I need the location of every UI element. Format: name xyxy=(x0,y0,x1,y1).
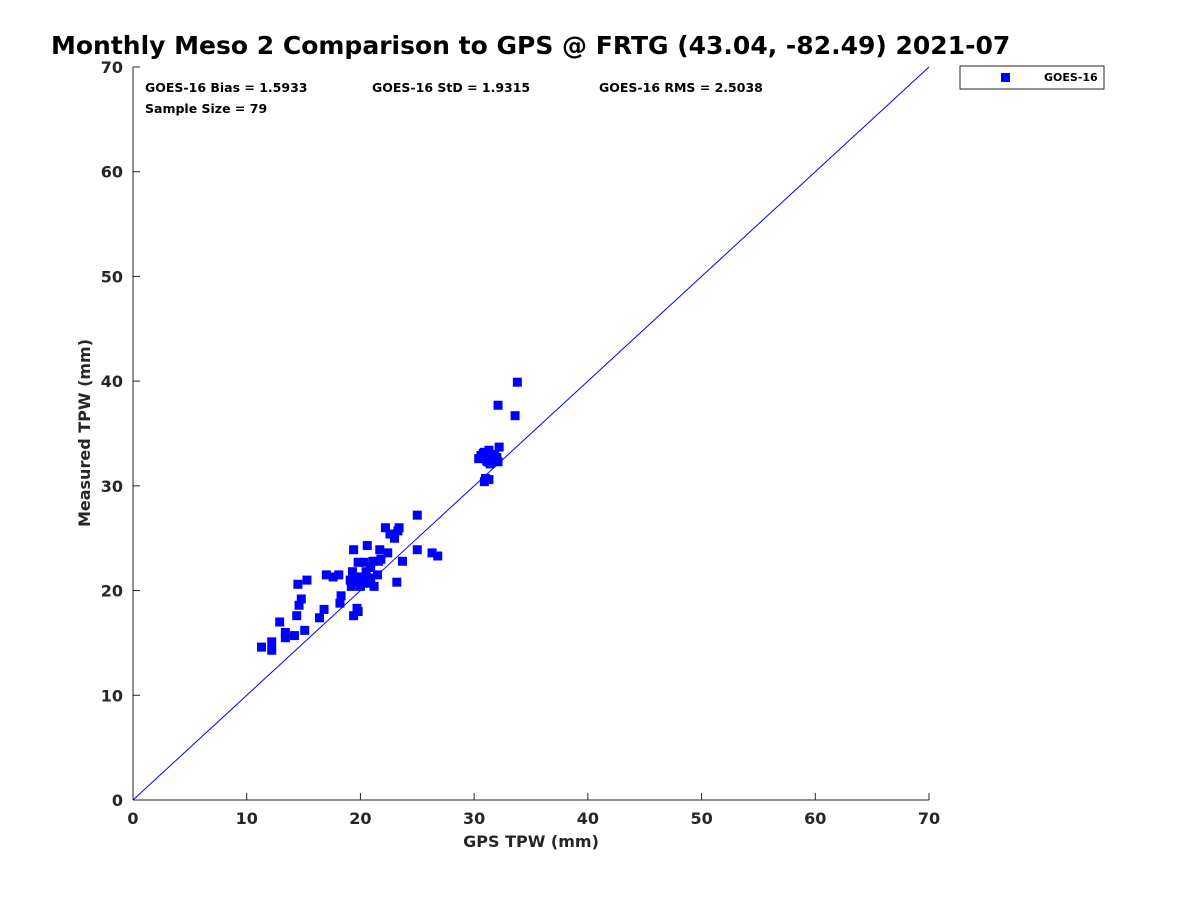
data-points-goes-16 xyxy=(256,377,522,655)
data-point xyxy=(362,541,372,551)
rms-stat: GOES-16 RMS = 2.5038 xyxy=(599,80,763,95)
legend-box xyxy=(959,65,1105,90)
data-point xyxy=(484,475,494,485)
data-point xyxy=(484,445,494,455)
y-tick-label: 20 xyxy=(101,582,123,601)
data-point xyxy=(351,572,361,582)
one-to-one-reference-line xyxy=(132,66,930,801)
data-point xyxy=(510,411,520,421)
sample-size-stat: Sample Size = 79 xyxy=(145,101,267,116)
chart-title: Monthly Meso 2 Comparison to GPS @ FRTG … xyxy=(51,31,1010,60)
data-point xyxy=(385,529,395,539)
std-stat: GOES-16 StD = 1.9315 xyxy=(372,80,530,95)
data-point xyxy=(392,577,402,587)
data-point xyxy=(375,545,385,555)
data-point xyxy=(335,598,345,608)
data-point xyxy=(512,377,522,387)
data-point xyxy=(293,579,303,589)
data-point xyxy=(380,523,390,533)
x-tick-label: 10 xyxy=(236,809,258,828)
data-point xyxy=(494,442,504,452)
data-point xyxy=(412,545,422,555)
data-point xyxy=(347,567,357,577)
data-point xyxy=(334,570,344,580)
data-point xyxy=(353,607,363,617)
bias-stat: GOES-16 Bias = 1.5933 xyxy=(145,80,307,95)
data-point xyxy=(289,631,299,641)
data-point xyxy=(267,645,277,655)
y-tick-label: 30 xyxy=(101,477,123,496)
x-tick-label: 60 xyxy=(804,809,826,828)
data-point xyxy=(357,572,367,582)
x-axis-label: GPS TPW (mm) xyxy=(463,832,599,851)
data-point xyxy=(427,548,437,558)
data-point xyxy=(321,570,331,580)
data-point xyxy=(365,573,375,583)
data-point xyxy=(366,563,376,573)
y-tick-label: 50 xyxy=(101,267,123,286)
data-point xyxy=(280,633,290,643)
y-tick-label: 40 xyxy=(101,372,123,391)
y-tick-label: 10 xyxy=(101,686,123,705)
y-tick-label: 60 xyxy=(101,163,123,182)
data-point xyxy=(368,556,378,566)
data-point xyxy=(372,570,382,580)
data-point xyxy=(485,459,495,469)
data-point xyxy=(390,533,400,543)
data-point xyxy=(361,567,371,577)
legend-marker-square xyxy=(1001,73,1010,82)
x-tick-label: 70 xyxy=(918,809,940,828)
x-tick-label: 0 xyxy=(127,809,138,828)
data-point xyxy=(349,545,359,555)
data-point xyxy=(398,556,408,566)
data-point xyxy=(383,548,393,558)
data-point xyxy=(267,637,277,647)
y-tick-label: 0 xyxy=(112,791,123,810)
data-point xyxy=(302,575,312,585)
data-point xyxy=(328,572,338,582)
data-point xyxy=(358,578,368,588)
data-point xyxy=(296,594,306,604)
legend: GOES-16 xyxy=(959,65,1105,90)
data-point xyxy=(493,400,503,410)
x-tick-label: 20 xyxy=(349,809,371,828)
data-point xyxy=(294,600,304,610)
data-point xyxy=(353,557,363,567)
data-point xyxy=(394,523,404,533)
data-point xyxy=(275,617,285,627)
data-point xyxy=(433,551,443,561)
y-tick-label: 70 xyxy=(101,58,123,77)
data-point xyxy=(369,581,379,591)
data-point xyxy=(319,604,329,614)
data-point xyxy=(412,510,422,520)
y-axis-label: Measured TPW (mm) xyxy=(75,339,94,527)
data-point xyxy=(359,557,369,567)
data-point xyxy=(349,611,359,621)
data-point xyxy=(336,591,346,601)
data-point xyxy=(314,613,324,623)
data-point xyxy=(292,611,302,621)
legend-label-goes-16: GOES-16 xyxy=(1044,71,1098,84)
data-point xyxy=(280,627,290,637)
data-point xyxy=(300,625,310,635)
data-point xyxy=(491,455,501,465)
x-tick-label: 30 xyxy=(463,809,485,828)
x-tick-label: 50 xyxy=(690,809,712,828)
data-point xyxy=(479,447,489,457)
data-point xyxy=(256,642,266,652)
x-axis-ticks: 0 10 20 30 40 50 60 70 xyxy=(127,793,940,828)
y-axis-ticks: 0 10 20 30 40 50 60 70 xyxy=(101,58,140,810)
data-point xyxy=(376,554,386,564)
data-point xyxy=(346,581,356,591)
data-point xyxy=(345,575,355,585)
x-tick-label: 40 xyxy=(577,809,599,828)
